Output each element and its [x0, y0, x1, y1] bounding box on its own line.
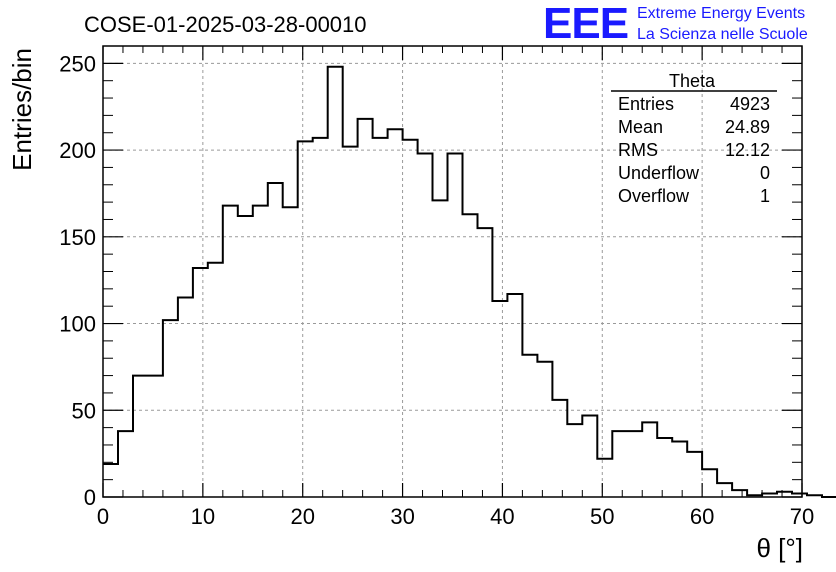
stats-box: Theta Entries 4923 Mean 24.89 RMS 12.12 Underf…: [611, 71, 777, 206]
stats-row-value: 0: [760, 163, 770, 183]
x-tick-label: 30: [390, 504, 414, 529]
plot-frame: [102, 45, 803, 498]
stats-row-value: 24.89: [725, 117, 770, 137]
stats-row-value: 1: [760, 186, 770, 206]
y-tick-label: 250: [59, 51, 96, 76]
chart-title: COSE-01-2025-03-28-00010: [84, 12, 367, 37]
stats-title: Theta: [669, 71, 716, 91]
x-axis-label: θ [°]: [756, 533, 803, 563]
x-tick-label: 50: [590, 504, 614, 529]
x-tick-label: 10: [191, 504, 215, 529]
y-tick-label: 150: [59, 225, 96, 250]
y-tick-label: 0: [84, 485, 96, 510]
stats-row-label: Mean: [618, 117, 663, 137]
eee-logo: EEE Extreme Energy Events La Scienza nel…: [543, 0, 808, 48]
stats-row-label: Underflow: [618, 163, 700, 183]
x-tick-label: 0: [97, 504, 109, 529]
x-tick-label: 20: [290, 504, 314, 529]
stats-row-value: 4923: [730, 94, 770, 114]
stats-row-label: RMS: [618, 140, 658, 160]
x-tick-label: 60: [690, 504, 714, 529]
y-tick-label: 50: [72, 398, 96, 423]
y-tick-label: 200: [59, 138, 96, 163]
x-tick-label: 40: [490, 504, 514, 529]
grid-lines: [103, 46, 802, 497]
histogram-step-line: [103, 65, 836, 498]
x-tick-label: 70: [790, 504, 814, 529]
logo-line-2: La Scienza nelle Scuole: [637, 26, 808, 43]
stats-row-label: Entries: [618, 94, 674, 114]
y-tick-label: 100: [59, 312, 96, 337]
y-axis-label: Entries/bin: [7, 48, 37, 171]
logo-eee: EEE: [543, 0, 628, 48]
stats-row-value: 12.12: [725, 140, 770, 160]
logo-line-1: Extreme Energy Events: [637, 5, 805, 22]
stats-row-label: Overflow: [618, 186, 690, 206]
axis-ticks: [102, 45, 803, 498]
